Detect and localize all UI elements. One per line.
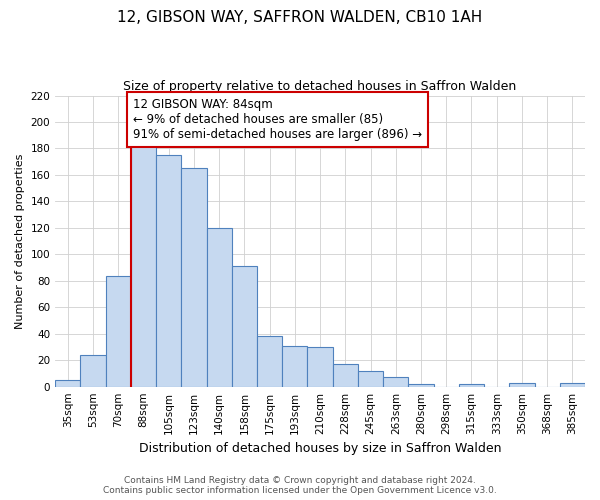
- Bar: [282, 346, 307, 387]
- Bar: [383, 378, 409, 386]
- Title: Size of property relative to detached houses in Saffron Walden: Size of property relative to detached ho…: [124, 80, 517, 93]
- X-axis label: Distribution of detached houses by size in Saffron Walden: Distribution of detached houses by size …: [139, 442, 502, 455]
- Bar: [509, 382, 535, 386]
- Bar: [257, 336, 282, 386]
- Bar: [80, 355, 106, 386]
- Bar: [409, 384, 434, 386]
- Bar: [106, 276, 131, 386]
- Bar: [307, 347, 332, 387]
- Bar: [560, 382, 585, 386]
- Bar: [232, 266, 257, 386]
- Y-axis label: Number of detached properties: Number of detached properties: [15, 154, 25, 329]
- Bar: [55, 380, 80, 386]
- Bar: [131, 143, 156, 386]
- Text: Contains HM Land Registry data © Crown copyright and database right 2024.
Contai: Contains HM Land Registry data © Crown c…: [103, 476, 497, 495]
- Bar: [332, 364, 358, 386]
- Bar: [459, 384, 484, 386]
- Bar: [206, 228, 232, 386]
- Bar: [358, 371, 383, 386]
- Text: 12 GIBSON WAY: 84sqm
← 9% of detached houses are smaller (85)
91% of semi-detach: 12 GIBSON WAY: 84sqm ← 9% of detached ho…: [133, 98, 422, 141]
- Bar: [181, 168, 206, 386]
- Bar: [156, 155, 181, 386]
- Text: 12, GIBSON WAY, SAFFRON WALDEN, CB10 1AH: 12, GIBSON WAY, SAFFRON WALDEN, CB10 1AH: [118, 10, 482, 25]
